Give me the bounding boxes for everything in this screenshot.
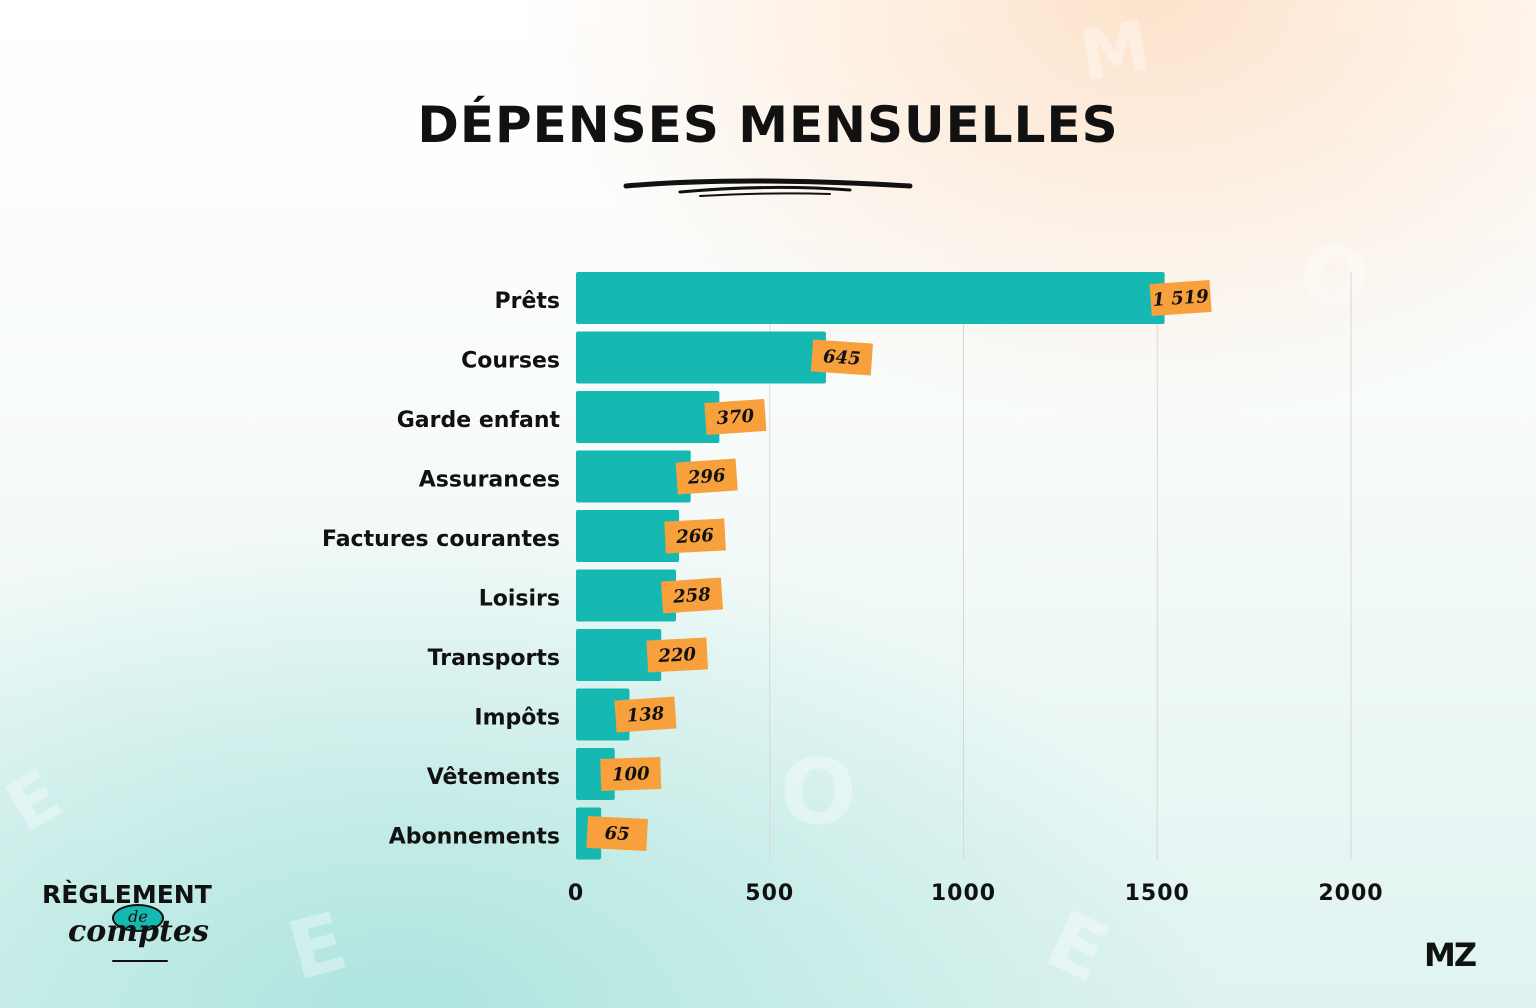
value-tag-box	[600, 756, 662, 792]
value-tag: 1 519	[1149, 279, 1212, 317]
bar	[576, 331, 826, 384]
value-label: 258	[672, 584, 712, 608]
category-label: Impôts	[474, 706, 560, 731]
category-label: Vêtements	[427, 765, 560, 790]
reglement-de-comptes-logo: RÈGLEMENT de comptes	[40, 880, 240, 970]
category-label: Loisirs	[479, 587, 560, 612]
category-label: Factures courantes	[322, 527, 560, 552]
category-label: Abonnements	[389, 825, 560, 850]
title-underline-brush	[623, 178, 913, 197]
category-label: Courses	[461, 349, 560, 374]
value-label: 220	[657, 644, 697, 667]
value-tag: 65	[586, 815, 648, 852]
value-tag: 100	[600, 756, 662, 792]
value-label: 266	[675, 525, 715, 548]
x-tick-label: 500	[745, 881, 794, 906]
value-tag-box	[646, 637, 709, 673]
bar	[576, 510, 680, 562]
category-label: Prêts	[494, 289, 560, 314]
logo-underline	[112, 960, 168, 962]
value-tag: 138	[614, 696, 677, 733]
category-label: Assurances	[419, 468, 560, 493]
value-label: 645	[822, 346, 861, 370]
bar	[576, 569, 676, 622]
value-tag: 645	[810, 339, 873, 376]
bar	[576, 272, 1165, 324]
logo-text-de: de	[112, 904, 164, 932]
x-tick-label: 1000	[931, 881, 996, 906]
bar	[576, 450, 691, 503]
value-tag: 370	[704, 398, 767, 436]
value-tag-box	[1149, 279, 1212, 317]
category-label: Transports	[428, 646, 560, 671]
logo-text-comptes: comptes	[68, 914, 209, 949]
mz-logo: MZ	[1424, 936, 1477, 974]
value-tag-box	[675, 458, 738, 495]
bar	[576, 629, 662, 681]
decorative-letter: O	[780, 740, 857, 845]
value-label: 100	[612, 763, 651, 785]
value-tag-box	[704, 398, 767, 436]
value-tag: 266	[664, 518, 726, 554]
value-label: 370	[716, 406, 755, 430]
value-tag: 296	[675, 458, 738, 495]
x-tick-label: 0	[568, 881, 584, 906]
value-tag-box	[586, 815, 648, 852]
chart-title: DÉPENSES MENSUELLES	[417, 96, 1119, 154]
category-label: Garde enfant	[397, 408, 561, 433]
value-label: 1 519	[1152, 286, 1210, 311]
x-tick-label: 2000	[1318, 881, 1383, 906]
x-tick-label: 1500	[1125, 881, 1190, 906]
value-tag-box	[614, 696, 677, 733]
value-tag: 258	[660, 577, 724, 614]
value-label: 65	[604, 823, 630, 845]
value-tag-box	[810, 339, 873, 376]
value-tag-box	[664, 518, 726, 554]
value-tag: 220	[646, 637, 709, 673]
bar	[576, 391, 720, 443]
value-tag-box	[660, 577, 724, 614]
value-label: 138	[626, 703, 665, 727]
value-label: 296	[686, 465, 726, 489]
